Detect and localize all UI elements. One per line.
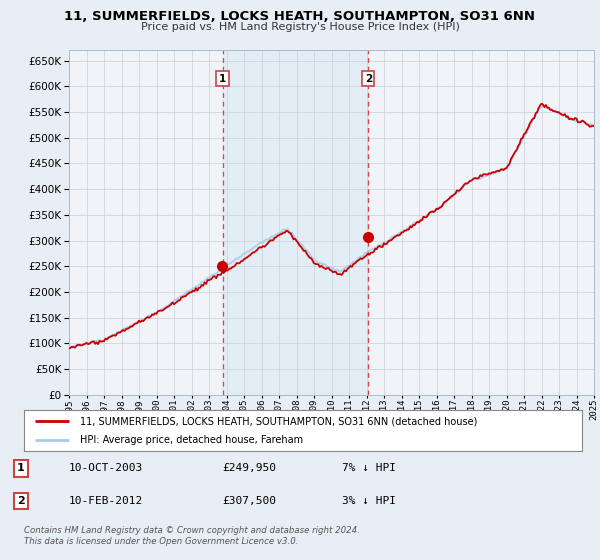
Text: 2: 2 (17, 496, 25, 506)
Text: 1: 1 (17, 464, 25, 473)
Text: £249,950: £249,950 (222, 464, 276, 473)
Text: 11, SUMMERFIELDS, LOCKS HEATH, SOUTHAMPTON, SO31 6NN: 11, SUMMERFIELDS, LOCKS HEATH, SOUTHAMPT… (65, 10, 536, 23)
Text: £307,500: £307,500 (222, 496, 276, 506)
Text: 11, SUMMERFIELDS, LOCKS HEATH, SOUTHAMPTON, SO31 6NN (detached house): 11, SUMMERFIELDS, LOCKS HEATH, SOUTHAMPT… (80, 417, 477, 426)
Text: Price paid vs. HM Land Registry's House Price Index (HPI): Price paid vs. HM Land Registry's House … (140, 22, 460, 32)
Text: 10-FEB-2012: 10-FEB-2012 (69, 496, 143, 506)
Text: 2: 2 (365, 74, 372, 83)
Text: 3% ↓ HPI: 3% ↓ HPI (342, 496, 396, 506)
Text: HPI: Average price, detached house, Fareham: HPI: Average price, detached house, Fare… (80, 435, 303, 445)
Text: 7% ↓ HPI: 7% ↓ HPI (342, 464, 396, 473)
Bar (223, 50, 368, 395)
Text: 1: 1 (219, 74, 226, 83)
Text: Contains HM Land Registry data © Crown copyright and database right 2024.
This d: Contains HM Land Registry data © Crown c… (24, 526, 360, 546)
Text: 10-OCT-2003: 10-OCT-2003 (69, 464, 143, 473)
